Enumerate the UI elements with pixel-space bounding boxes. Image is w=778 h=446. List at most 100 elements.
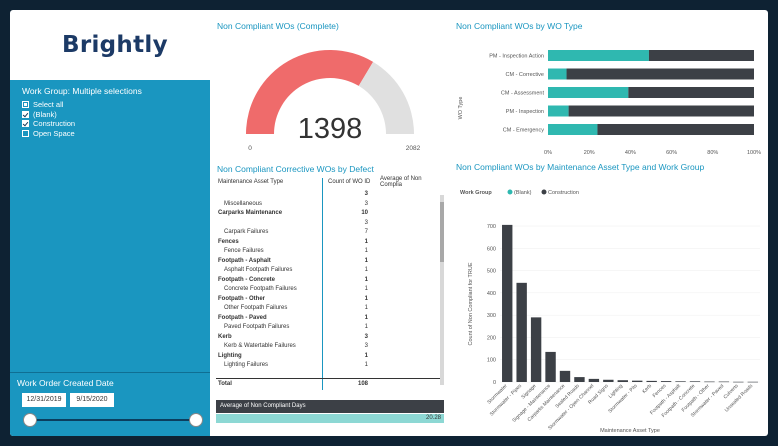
asset-ytick: 600	[487, 246, 496, 252]
table-row[interactable]: Other Footpath Failures 1	[216, 304, 444, 312]
table-row[interactable]: Footpath - Other 1	[216, 295, 444, 303]
table-row[interactable]: 3	[216, 190, 444, 198]
table-scrollbar[interactable]	[440, 195, 444, 385]
asset-ytick: 500	[487, 269, 496, 275]
table-row[interactable]: Carparks Maintenance 10	[216, 209, 444, 217]
row-count: 1	[364, 295, 368, 302]
row-label: Lighting Failures	[224, 362, 269, 369]
gauge-value: 1398	[298, 113, 363, 145]
wo-type-bar-construction[interactable]	[648, 50, 754, 61]
work-group-slicer: Select all (Blank) Construction Open Space	[22, 100, 75, 138]
table-row[interactable]: Concrete Footpath Failures 1	[216, 285, 444, 293]
asset-bar[interactable]	[632, 380, 643, 382]
wo-type-bar-blank[interactable]	[548, 68, 567, 80]
gauge-value-arc	[246, 50, 374, 134]
asset-xlabel: Maintenance Asset Type	[600, 428, 660, 434]
asset-bar[interactable]	[530, 317, 542, 382]
checkbox-icon[interactable]	[22, 101, 29, 109]
row-label: Other Footpath Failures	[224, 305, 288, 312]
table-row[interactable]: Fences 1	[216, 238, 444, 246]
table-row[interactable]: Footpath - Paved 1	[216, 314, 444, 322]
wo-type-bar-blank[interactable]	[548, 50, 649, 61]
asset-bar[interactable]	[502, 224, 513, 382]
column-divider	[322, 178, 323, 390]
asset-bar[interactable]	[660, 381, 672, 382]
table-row[interactable]: Footpath - Asphalt 1	[216, 257, 444, 265]
checkbox-icon[interactable]	[22, 110, 29, 118]
row-label: Footpath - Concrete	[218, 276, 275, 283]
dashboard-frame: Brightly Work Group: Multiple selections…	[10, 10, 768, 436]
asset-ylabel: Count of Non Compliant for TRUE	[468, 262, 474, 345]
table-row[interactable]: Fence Failures 1	[216, 247, 444, 255]
slicer-item[interactable]: (Blank)	[22, 110, 75, 120]
slicer-item[interactable]: Open Space	[22, 129, 75, 139]
table-row[interactable]: Lighting Failures 1	[216, 361, 444, 369]
slicer-item-label: (Blank)	[33, 109, 57, 119]
asset-bar[interactable]	[559, 370, 571, 382]
wo-type-bar-construction[interactable]	[628, 87, 754, 98]
end-date-input[interactable]: 9/15/2020	[70, 393, 114, 407]
legend-title: Work Group	[460, 190, 492, 196]
wo-type-bar-construction[interactable]	[568, 105, 754, 117]
row-count: 1	[364, 238, 368, 245]
table-row[interactable]: Kerb 3	[216, 333, 444, 341]
start-date-input[interactable]: 12/31/2019	[22, 393, 66, 407]
table-row[interactable]: Asphalt Footpath Failures 1	[216, 266, 444, 274]
slicer-item[interactable]: Select all	[22, 100, 75, 110]
total-label: Total	[218, 381, 232, 388]
asset-bar[interactable]	[689, 381, 701, 382]
row-count: 7	[364, 229, 368, 236]
wo-type-bar-construction[interactable]	[597, 124, 754, 135]
wo-type-xtick: 60%	[666, 150, 677, 156]
asset-bar[interactable]	[646, 380, 657, 382]
row-label: Lighting	[218, 352, 242, 359]
asset-bar[interactable]	[545, 351, 556, 382]
table-row[interactable]: Lighting 1	[216, 352, 444, 360]
brightly-logo: Brightly	[62, 32, 168, 58]
gauge-chart[interactable]: 1398 0 2082	[216, 34, 444, 162]
checkbox-icon[interactable]	[22, 120, 29, 128]
checkbox-icon[interactable]	[22, 129, 29, 137]
legend-blank-label[interactable]: (Blank)	[514, 190, 532, 196]
asset-bar[interactable]	[516, 282, 527, 382]
date-slider-end-handle[interactable]	[189, 413, 203, 427]
asset-bar[interactable]	[574, 377, 585, 382]
avg-days-bar	[216, 414, 444, 423]
asset-bar[interactable]	[603, 379, 614, 382]
defect-table: Maintenance Asset Type Count of WO ID Aver…	[216, 176, 444, 390]
wo-type-bar-blank[interactable]	[548, 124, 598, 135]
asset-bar[interactable]	[733, 381, 744, 383]
date-range-slider[interactable]	[30, 419, 196, 421]
table-row[interactable]: Miscellaneous 3	[216, 200, 444, 208]
asset-ytick: 700	[487, 224, 496, 230]
table-row[interactable]: Footpath - Concrete 1	[216, 276, 444, 284]
asset-bar[interactable]	[704, 381, 715, 383]
asset-bar[interactable]	[675, 381, 686, 382]
asset-bar[interactable]	[617, 380, 628, 382]
date-slider-start-handle[interactable]	[23, 413, 37, 427]
slicer-item[interactable]: Construction	[22, 119, 75, 129]
legend-construction-label[interactable]: Construction	[548, 190, 579, 196]
table-row[interactable]: Kerb & Watertable Failures 3	[216, 342, 444, 350]
table-row[interactable]: Paved Footpath Failures 1	[216, 323, 444, 331]
work-group-slicer-title: Work Group: Multiple selections	[22, 86, 142, 96]
row-label: Fences	[218, 238, 239, 245]
table-row[interactable]: Carpark Failures 7	[216, 228, 444, 236]
wo-type-bar-blank[interactable]	[548, 87, 629, 98]
asset-bar[interactable]	[718, 381, 730, 383]
asset-bar[interactable]	[588, 378, 600, 382]
row-count: 3	[364, 219, 368, 226]
slicer-item-label: Open Space	[33, 128, 75, 138]
row-count: 1	[364, 276, 368, 283]
asset-chart[interactable]: Work Group (Blank) Construction 0 100 200 300 4…	[454, 174, 766, 436]
row-label: Kerb	[218, 333, 232, 340]
wo-type-bar-construction[interactable]	[566, 68, 754, 80]
table-scroll-thumb[interactable]	[440, 202, 444, 262]
asset-bar[interactable]	[747, 381, 758, 383]
row-label: Footpath - Paved	[218, 314, 267, 321]
row-count: 1	[364, 314, 368, 321]
row-count: 1	[364, 267, 368, 274]
table-row[interactable]: 3	[216, 219, 444, 227]
wo-type-bar-blank[interactable]	[548, 105, 569, 117]
